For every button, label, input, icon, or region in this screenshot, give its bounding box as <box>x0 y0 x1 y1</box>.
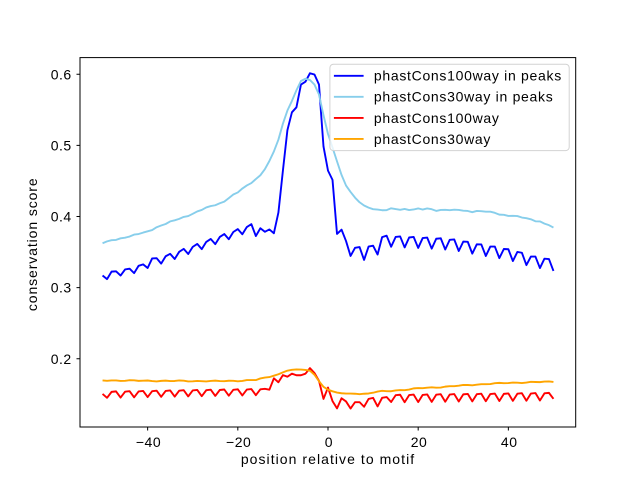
svg-text:0.2: 0.2 <box>51 351 72 367</box>
svg-text:phastCons30way: phastCons30way <box>374 131 491 147</box>
svg-text:0.4: 0.4 <box>51 209 72 225</box>
svg-text:phastCons100way in peaks: phastCons100way in peaks <box>374 68 562 84</box>
svg-text:0.5: 0.5 <box>51 137 72 153</box>
svg-text:−40: −40 <box>136 434 161 450</box>
svg-text:phastCons100way: phastCons100way <box>374 110 500 126</box>
svg-text:0.6: 0.6 <box>51 66 72 82</box>
svg-text:position relative to motif: position relative to motif <box>241 451 415 467</box>
svg-text:0: 0 <box>325 434 333 450</box>
svg-text:20: 20 <box>411 434 428 450</box>
svg-text:40: 40 <box>501 434 518 450</box>
svg-text:phastCons30way in peaks: phastCons30way in peaks <box>374 89 554 105</box>
svg-text:conservation score: conservation score <box>24 177 40 311</box>
svg-text:−20: −20 <box>226 434 251 450</box>
svg-text:0.3: 0.3 <box>51 280 72 296</box>
